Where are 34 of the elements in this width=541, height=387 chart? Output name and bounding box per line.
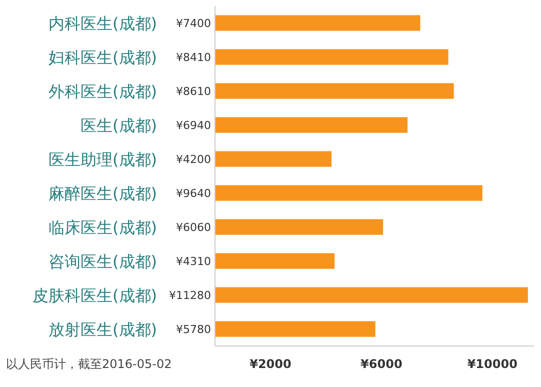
data-label: ¥4310 <box>176 255 211 268</box>
data-label: ¥6940 <box>176 119 211 132</box>
data-label: ¥8610 <box>176 85 211 98</box>
y-tick-label: 妇科医生(成都) <box>48 48 157 67</box>
data-label: ¥9640 <box>176 187 211 200</box>
y-tick-label: 医生(成都) <box>80 116 157 135</box>
y-tick-label: 内科医生(成都) <box>48 14 157 33</box>
x-tick-label: ¥2000 <box>250 357 292 371</box>
x-tick-label: ¥10000 <box>467 357 518 371</box>
bar <box>215 49 448 65</box>
y-tick-label: 临床医生(成都) <box>48 218 157 237</box>
bar <box>215 185 482 201</box>
text: 以人民币计，截至2016-05-02 <box>6 357 172 371</box>
y-tick-label: 外科医生(成都) <box>48 82 157 101</box>
y-tick-label: 咨询医生(成都) <box>48 252 157 271</box>
data-label: ¥7400 <box>176 17 211 30</box>
bar <box>215 151 332 167</box>
bar <box>215 15 420 31</box>
data-label: ¥6060 <box>176 221 211 234</box>
data-label: ¥11280 <box>169 289 211 302</box>
y-tick-label: 麻醉医生(成都) <box>48 184 157 203</box>
bar <box>215 117 408 133</box>
bar <box>215 219 384 235</box>
x-tick-label: ¥6000 <box>360 357 402 371</box>
bar <box>215 287 528 303</box>
bar <box>215 321 376 337</box>
bar <box>215 253 335 269</box>
y-tick-label: 医生助理(成都) <box>48 150 157 169</box>
bar <box>215 83 454 99</box>
y-tick-label: 放射医生(成都) <box>48 320 157 339</box>
y-tick-label: 皮肤科医生(成都) <box>32 286 157 305</box>
data-label: ¥4200 <box>176 153 211 166</box>
data-label: ¥8410 <box>176 51 211 64</box>
data-label: ¥5780 <box>176 323 211 336</box>
